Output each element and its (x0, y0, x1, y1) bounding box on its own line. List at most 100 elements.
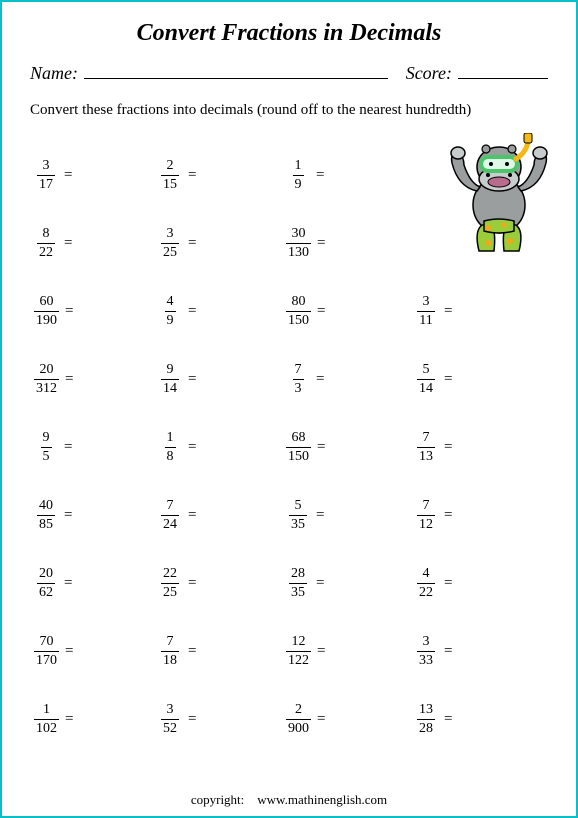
denominator: 3 (293, 379, 304, 396)
equals-sign: = (64, 507, 72, 524)
problem-row: 2062 = 2225 = 2835 = 422 = (30, 549, 548, 617)
problem-cell: 20312 = (30, 362, 158, 396)
denominator: 17 (37, 175, 55, 192)
numerator: 2 (165, 158, 176, 174)
fraction: 317 (34, 158, 58, 192)
meta-row: Name: Score: (30, 61, 548, 84)
fraction: 514 (414, 362, 438, 396)
equals-sign: = (317, 643, 325, 660)
fraction: 70170 (34, 634, 59, 668)
name-blank[interactable] (84, 61, 388, 79)
problem-cell: 535= (286, 498, 414, 532)
numerator: 4 (165, 294, 176, 310)
denominator: 85 (37, 515, 55, 532)
copyright-site: www.mathinenglish.com (257, 792, 387, 807)
numerator: 3 (165, 702, 176, 718)
score-blank[interactable] (458, 61, 548, 79)
numerator: 28 (289, 566, 307, 582)
denominator: 11 (417, 311, 434, 328)
equals-sign: = (188, 371, 196, 388)
fraction: 422 (414, 566, 438, 600)
fraction: 12122 (286, 634, 311, 668)
denominator: 170 (34, 651, 59, 668)
problem-cell: 1328= (414, 702, 542, 736)
equals-sign: = (188, 303, 196, 320)
fraction: 20312 (34, 362, 59, 396)
fraction: 68150 (286, 430, 311, 464)
problem-cell: 1102= (30, 702, 158, 736)
fraction: 535 (286, 498, 310, 532)
fraction: 1328 (414, 702, 438, 736)
fraction: 1102 (34, 702, 59, 736)
equals-sign: = (188, 507, 196, 524)
equals-sign: = (64, 167, 72, 184)
numerator: 1 (165, 430, 176, 446)
problem-cell: 30130= (286, 226, 414, 260)
equals-sign: = (316, 575, 324, 592)
problem-cell: 317 = (30, 158, 158, 192)
problem-row: 4085=724=535=712= (30, 481, 548, 549)
equals-sign: = (317, 711, 325, 728)
fraction: 4085 (34, 498, 58, 532)
denominator: 5 (41, 447, 52, 464)
denominator: 24 (161, 515, 179, 532)
equals-sign: = (188, 575, 196, 592)
denominator: 312 (34, 379, 59, 396)
equals-sign: = (64, 575, 72, 592)
denominator: 28 (417, 719, 435, 736)
numerator: 7 (421, 430, 432, 446)
fraction: 2062 (34, 566, 58, 600)
numerator: 3 (165, 226, 176, 242)
fraction: 724 (158, 498, 182, 532)
equals-sign: = (64, 439, 72, 456)
equals-sign: = (317, 303, 325, 320)
numerator: 22 (161, 566, 179, 582)
denominator: 150 (286, 311, 311, 328)
problem-cell: 333= (414, 634, 542, 668)
problem-cell: 60190= (30, 294, 158, 328)
denominator: 8 (165, 447, 176, 464)
numerator: 5 (293, 498, 304, 514)
fraction: 712 (414, 498, 438, 532)
numerator: 80 (290, 294, 308, 310)
equals-sign: = (65, 643, 73, 660)
denominator: 190 (34, 311, 59, 328)
problem-cell: 325= (158, 226, 286, 260)
hippo-icon (444, 133, 554, 253)
problem-cell: 2225 = (158, 566, 286, 600)
equals-sign: = (444, 575, 452, 592)
equals-sign: = (65, 371, 73, 388)
denominator: 14 (417, 379, 435, 396)
numerator: 7 (421, 498, 432, 514)
copyright-footer: copyright: www.mathinenglish.com (2, 792, 576, 808)
fraction: 325 (158, 226, 182, 260)
problem-row: 70170=718=12122=333= (30, 617, 548, 685)
numerator: 20 (38, 362, 56, 378)
fraction: 333 (414, 634, 438, 668)
denominator: 62 (37, 583, 55, 600)
equals-sign: = (317, 439, 325, 456)
numerator: 2 (293, 702, 304, 718)
problem-cell: 712= (414, 498, 542, 532)
denominator: 22 (37, 243, 55, 260)
problem-cell: 4085 = (30, 498, 158, 532)
denominator: 35 (289, 583, 307, 600)
equals-sign: = (188, 711, 196, 728)
numerator: 1 (41, 702, 52, 718)
numerator: 3 (421, 294, 432, 310)
equals-sign: = (444, 303, 452, 320)
denominator: 15 (161, 175, 179, 192)
problem-cell: 713= (414, 430, 542, 464)
denominator: 900 (286, 719, 311, 736)
fraction: 73 (286, 362, 310, 396)
problem-grid: 317=215=19=822=325=30130=60190=49=80150=… (30, 141, 548, 753)
fraction: 2225 (158, 566, 182, 600)
problem-cell: 68150 = (286, 430, 414, 464)
numerator: 12 (290, 634, 308, 650)
denominator: 12 (417, 515, 435, 532)
problem-cell: 95= (30, 430, 158, 464)
problem-cell: 352= (158, 702, 286, 736)
instruction-text: Convert these fractions into decimals (r… (30, 102, 548, 119)
numerator: 3 (41, 158, 52, 174)
numerator: 7 (293, 362, 304, 378)
